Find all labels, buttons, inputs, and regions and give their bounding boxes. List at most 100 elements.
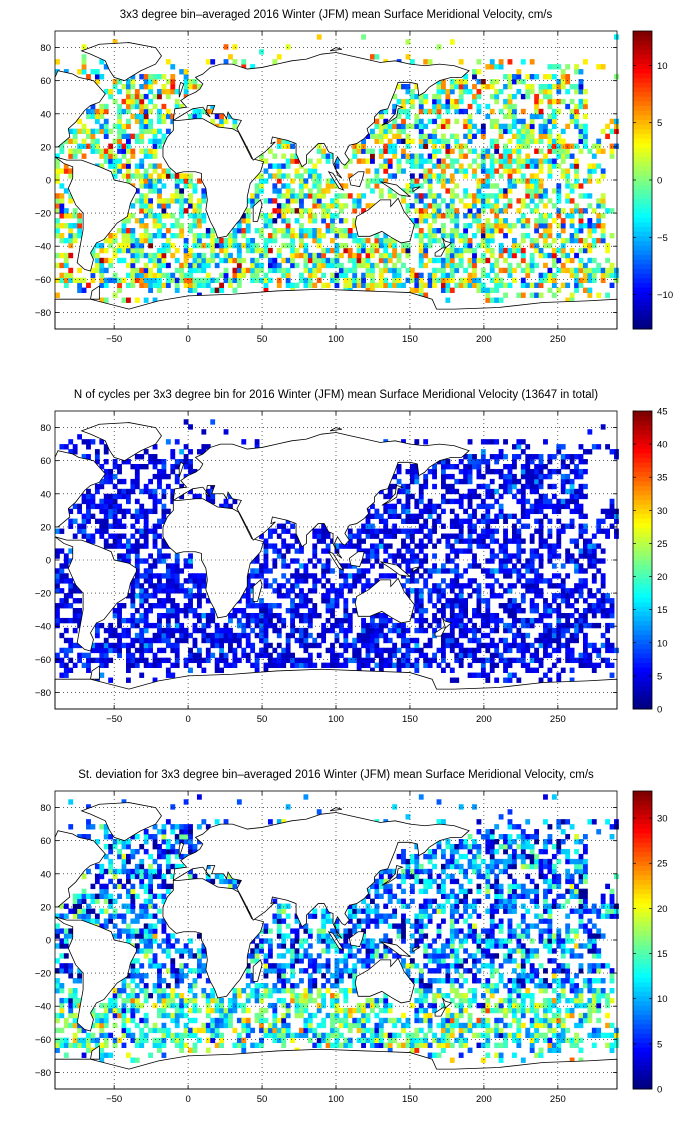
data-cell	[565, 503, 571, 510]
data-cell	[534, 188, 540, 194]
data-cell	[374, 642, 380, 649]
data-cell	[511, 183, 517, 189]
data-cell	[565, 642, 571, 649]
data-cell	[587, 203, 593, 209]
data-cell	[511, 523, 517, 529]
data-cell	[192, 83, 198, 90]
data-cell	[139, 488, 145, 495]
data-cell	[72, 153, 78, 159]
data-cell	[414, 208, 420, 214]
data-cell	[378, 627, 384, 634]
data-cell	[205, 272, 211, 279]
data-cell	[520, 598, 526, 604]
data-cell	[520, 267, 526, 274]
data-cell	[454, 133, 460, 140]
data-cell	[383, 523, 389, 529]
data-cell	[547, 277, 553, 284]
data-cell	[472, 558, 477, 564]
data-cell	[201, 252, 207, 259]
data-cell	[423, 247, 429, 254]
data-cell	[125, 242, 131, 249]
data-cell	[494, 168, 500, 174]
data-cell	[458, 612, 464, 619]
data-cell	[316, 528, 322, 534]
data-cell	[432, 473, 437, 480]
data-cell	[480, 667, 486, 673]
data-cell	[361, 568, 366, 574]
data-cell	[55, 59, 60, 65]
data-cell	[55, 252, 60, 259]
data-cell	[596, 652, 602, 659]
data-cell	[148, 153, 154, 159]
data-cell	[325, 158, 331, 164]
data-cell	[392, 118, 398, 125]
data-cell	[90, 247, 96, 254]
data-cell	[94, 642, 100, 649]
data-cell	[81, 652, 87, 659]
colorbar-swatch	[633, 68, 652, 74]
data-cell	[534, 583, 540, 589]
data-cell	[196, 612, 202, 619]
data-cell	[143, 267, 149, 274]
data-cell	[432, 528, 437, 534]
data-cell	[303, 627, 309, 634]
data-cell	[59, 193, 65, 199]
data-cell	[334, 198, 340, 204]
data-cell	[582, 113, 588, 120]
data-cell	[214, 262, 220, 269]
data-cell	[458, 252, 464, 259]
data-cell	[529, 578, 535, 584]
data-cell	[529, 83, 535, 90]
coastline	[162, 118, 265, 239]
data-cell	[210, 652, 216, 659]
data-cell	[569, 632, 575, 639]
data-cell	[165, 598, 171, 604]
data-cell	[356, 203, 362, 209]
data-cell	[108, 647, 114, 654]
data-cell	[374, 138, 380, 144]
data-cell	[587, 232, 593, 239]
data-cell	[365, 627, 371, 634]
data-cell	[148, 277, 154, 284]
data-cell	[86, 508, 91, 515]
data-cell	[68, 173, 74, 179]
data-cell	[480, 568, 486, 574]
data-cell	[427, 133, 433, 140]
data-cell	[427, 637, 433, 644]
data-cell	[196, 647, 202, 654]
data-cell	[334, 277, 340, 284]
data-cell	[565, 603, 571, 609]
data-cell	[378, 113, 384, 120]
data-cell	[125, 558, 131, 564]
data-cell	[134, 252, 140, 259]
data-cell	[543, 503, 548, 510]
data-cell	[81, 523, 87, 529]
data-cell	[63, 662, 69, 669]
data-cell	[507, 178, 513, 184]
data-cell	[59, 548, 65, 554]
data-cell	[503, 193, 508, 199]
data-cell	[157, 198, 162, 204]
data-cell	[157, 498, 162, 505]
data-cell	[117, 287, 122, 293]
data-cell	[201, 632, 207, 639]
data-cell	[130, 593, 136, 599]
data-cell	[361, 622, 366, 629]
data-cell	[352, 573, 358, 579]
data-cell	[511, 252, 517, 259]
data-cell	[90, 642, 96, 649]
data-cell	[467, 237, 473, 244]
data-cell	[458, 523, 464, 529]
data-cell	[432, 272, 437, 279]
data-cell	[463, 143, 469, 149]
data-cell	[281, 138, 287, 144]
data-cell	[347, 173, 353, 179]
data-cell	[356, 257, 362, 264]
colorbar-swatch	[633, 54, 652, 60]
data-cell	[467, 473, 473, 480]
data-cell	[55, 553, 60, 559]
data-cell	[569, 98, 575, 105]
data-cell	[409, 513, 415, 520]
data-cell	[338, 642, 344, 649]
data-cell	[534, 573, 540, 579]
